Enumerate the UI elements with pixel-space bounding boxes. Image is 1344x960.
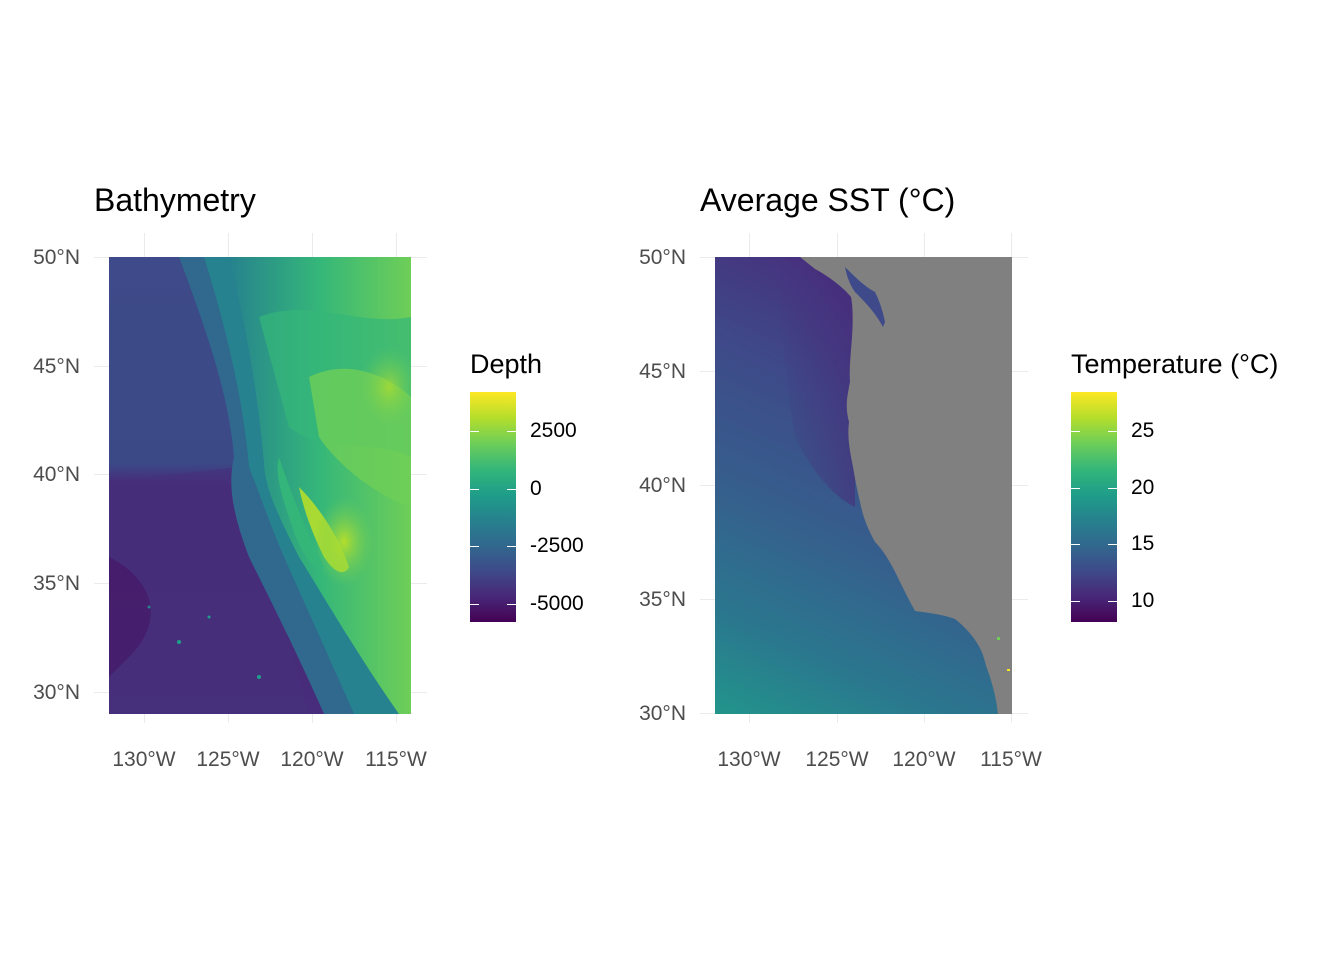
temperature-colorbar-tick xyxy=(1071,487,1080,489)
left-y-tick-label: 45°N xyxy=(33,355,80,378)
depth-legend-label: -5000 xyxy=(530,591,584,615)
left-x-tick-label: 130°W xyxy=(112,748,176,771)
left-y-tick-label: 50°N xyxy=(33,246,80,269)
depth-colorbar-tick xyxy=(507,603,516,605)
temperature-colorbar-tick xyxy=(1108,600,1117,602)
right-x-tick-label: 125°W xyxy=(805,748,869,771)
left-x-tick-label: 125°W xyxy=(196,748,260,771)
temperature-colorbar xyxy=(1071,392,1117,622)
left-x-tick-label: 120°W xyxy=(280,748,344,771)
right-x-tick-label: 130°W xyxy=(717,748,781,771)
right-x-tick-label: 115°W xyxy=(980,748,1042,771)
left-y-tick-label: 40°N xyxy=(33,463,80,486)
bathymetry-raster xyxy=(109,257,411,714)
depth-legend-label: 2500 xyxy=(530,419,577,443)
depth-colorbar-tick xyxy=(507,488,516,490)
right-y-tick-label: 40°N xyxy=(639,474,686,497)
depth-colorbar-tick xyxy=(470,431,479,433)
depth-legend-label: -2500 xyxy=(530,534,584,558)
bathymetry-map xyxy=(109,257,411,714)
temperature-colorbar-tick xyxy=(1108,487,1117,489)
temperature-colorbar-tick xyxy=(1071,600,1080,602)
right-y-tick-label: 30°N xyxy=(639,702,686,725)
depth-legend-label: 0 xyxy=(530,476,542,500)
temperature-legend-title: Temperature (°C) xyxy=(1071,349,1279,379)
depth-colorbar-tick xyxy=(507,546,516,548)
depth-colorbar-tick xyxy=(470,546,479,548)
depth-colorbar-tick xyxy=(507,431,516,433)
sst-raster xyxy=(715,257,1012,714)
right-y-tick-label: 35°N xyxy=(639,588,686,611)
depth-colorbar xyxy=(470,392,516,622)
depth-colorbar-tick xyxy=(470,488,479,490)
right-y-tick-label: 50°N xyxy=(639,246,686,269)
temperature-colorbar-tick xyxy=(1108,431,1117,433)
left-map-title: Bathymetry xyxy=(94,182,256,218)
left-y-tick-label: 30°N xyxy=(33,681,80,704)
temperature-colorbar-tick xyxy=(1071,431,1080,433)
left-x-tick-label: 115°W xyxy=(365,748,427,771)
temperature-legend-label: 15 xyxy=(1131,532,1155,556)
temperature-colorbar-tick xyxy=(1108,544,1117,546)
sst-map xyxy=(715,257,1012,714)
right-x-tick-label: 120°W xyxy=(892,748,956,771)
right-y-tick-label: 45°N xyxy=(639,360,686,383)
right-map-title: Average SST (°C) xyxy=(700,182,956,218)
left-y-tick-label: 35°N xyxy=(33,572,80,595)
depth-colorbar-tick xyxy=(470,603,479,605)
depth-legend-title: Depth xyxy=(470,349,543,379)
temperature-legend-label: 25 xyxy=(1131,419,1155,443)
temperature-colorbar-tick xyxy=(1071,544,1080,546)
temperature-legend-label: 20 xyxy=(1131,475,1155,499)
temperature-legend-label: 10 xyxy=(1131,588,1155,612)
